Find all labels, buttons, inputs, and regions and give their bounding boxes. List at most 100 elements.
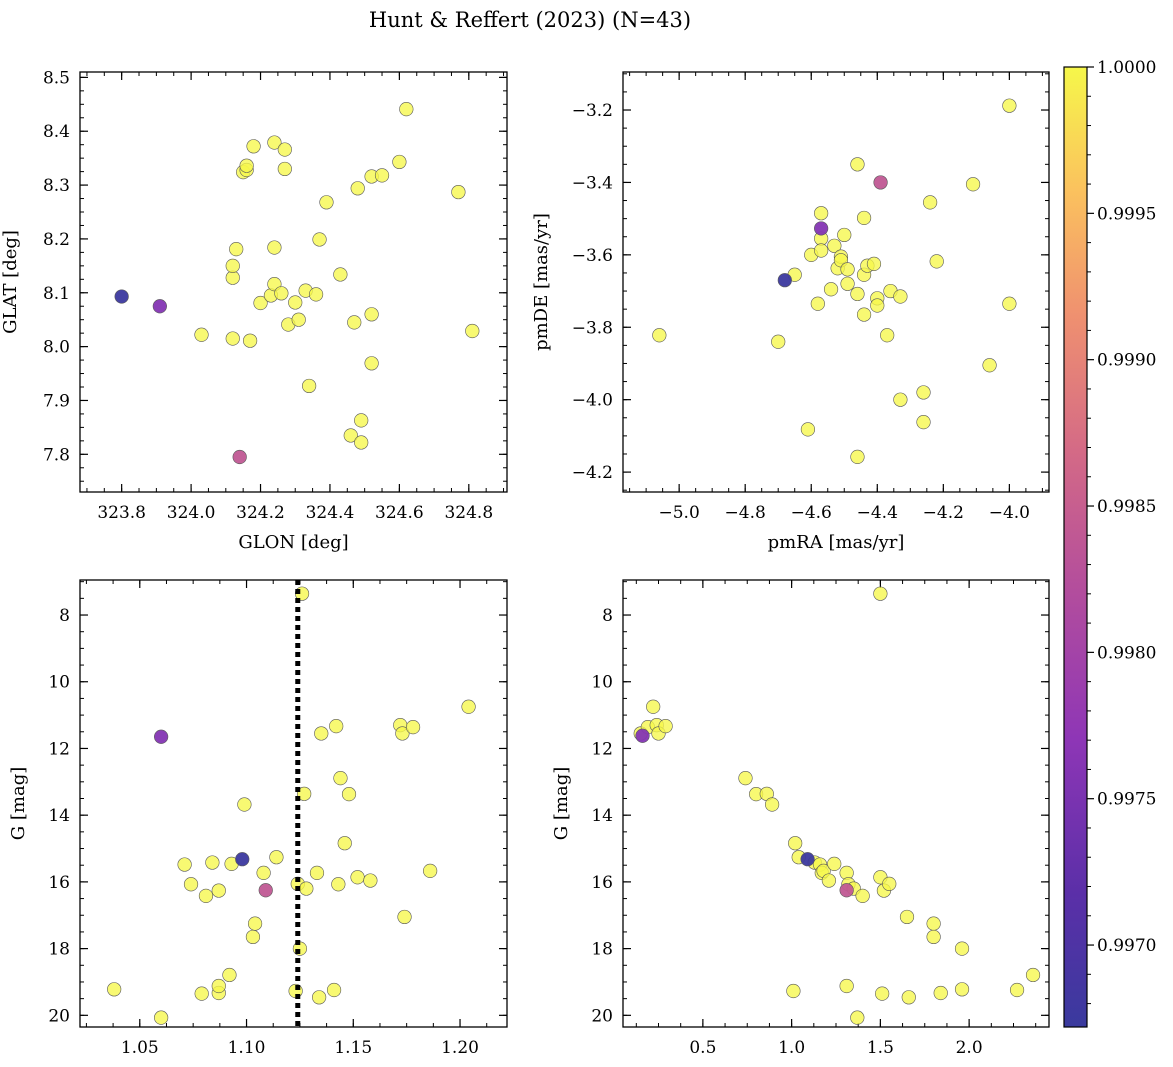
scatter-point: [350, 181, 365, 196]
scatter-point: [916, 385, 931, 400]
scatter-point: [364, 356, 379, 371]
scatter-point: [314, 726, 329, 741]
scatter-point: [341, 787, 357, 802]
y-tick-label: 10: [48, 673, 70, 693]
scatter-point: [319, 195, 334, 210]
scatter-point: [395, 726, 410, 741]
x-tick-label: 0.5: [689, 1038, 716, 1058]
scatter-point: [239, 158, 254, 173]
scatter-point: [354, 413, 369, 428]
scatter-point: [873, 586, 888, 601]
colorbar-tick-label: 0.9985: [1097, 497, 1156, 517]
scatter-point: [839, 978, 854, 994]
scatter-point: [635, 728, 650, 743]
scatter-point: [850, 157, 865, 172]
scatter-point: [800, 852, 815, 867]
scatter-point: [814, 243, 829, 258]
y-tick-label: 16: [591, 873, 613, 893]
scatter-point: [297, 786, 312, 801]
y-tick-label: 10: [591, 673, 613, 693]
colorbar: 0.9970 0.9975 0.9980 0.9985 0.9990 0.9995 1.00…: [1063, 58, 1156, 1028]
scatter-point: [237, 797, 252, 812]
scatter-points: [114, 102, 480, 465]
colorbar-tick-label: 0.9990: [1097, 351, 1156, 371]
scatter-point: [114, 289, 129, 304]
scatter-point: [856, 307, 872, 322]
scatter-point: [329, 719, 344, 734]
scatter-points: [652, 98, 1017, 464]
scatter-point: [840, 276, 855, 291]
scatter-point: [235, 852, 250, 867]
y-tick-label: 8.4: [43, 122, 70, 142]
scatter-point: [312, 990, 327, 1005]
scatter-point: [269, 850, 284, 865]
scatter-point: [277, 142, 292, 157]
scatter-point: [658, 719, 673, 734]
scatter-point: [246, 139, 261, 154]
scatter-point: [870, 298, 885, 313]
y-tick-label: −3.8: [572, 318, 613, 338]
y-tick-label: 8.5: [43, 68, 70, 88]
y-tick-label: 14: [48, 806, 70, 826]
scatter-point: [343, 428, 358, 443]
scatter-point: [821, 873, 837, 888]
scatter-point: [771, 334, 786, 349]
colorbar-tick-label: 0.9975: [1097, 790, 1156, 810]
scatter-point: [923, 195, 938, 210]
scatter-point: [1002, 296, 1017, 311]
scatter-point: [465, 323, 480, 339]
scatter-point: [222, 967, 237, 983]
y-axis-label: G [mag]: [551, 767, 572, 840]
scatter-point: [347, 315, 362, 330]
x-tick-label: −4.2: [923, 503, 964, 523]
scatter-point: [965, 177, 981, 192]
scatter-point: [800, 422, 816, 437]
x-tick-label: −4.4: [857, 503, 898, 523]
scatter-point: [194, 327, 209, 342]
scatter-point: [926, 929, 941, 945]
y-tick-label: −3.6: [572, 246, 613, 266]
colorbar-tick-label: 1.0000: [1097, 58, 1156, 78]
scatter-point: [309, 865, 325, 880]
scatter-point: [954, 941, 970, 956]
scatter-point: [866, 256, 882, 271]
scatter-point: [205, 855, 220, 870]
y-tick-label: 18: [48, 940, 70, 960]
y-tick-label: −3.2: [572, 101, 613, 121]
colorbar-tick-label: 0.9970: [1097, 936, 1156, 956]
scatter-point: [333, 771, 348, 786]
scatter-point: [326, 982, 342, 998]
scatter-point: [364, 307, 379, 322]
scatter-points: [633, 586, 1041, 1025]
scatter-point: [183, 877, 199, 892]
scatter-point: [232, 449, 247, 465]
x-tick-label: −4.6: [791, 503, 832, 523]
scatter-point: [451, 184, 466, 200]
scatter-point: [267, 135, 282, 150]
y-tick-label: 8: [59, 606, 70, 626]
scatter-point: [253, 295, 268, 311]
x-tick-label: 1.0: [778, 1038, 805, 1058]
scatter-point: [312, 232, 327, 247]
scatter-point: [154, 1010, 169, 1025]
y-axis-label: pmDE [mas/yr]: [531, 213, 552, 351]
scatter-point: [211, 883, 226, 898]
y-tick-label: 8.2: [43, 230, 70, 250]
y-tick-label: 7.9: [43, 391, 70, 411]
scatter-point: [302, 378, 317, 394]
x-tick-label: 2.0: [956, 1038, 983, 1058]
scatter-point: [875, 986, 890, 1001]
scatter-point: [814, 206, 829, 221]
colorbar-gradient: [1063, 66, 1088, 1028]
colorbar-tick-label: 0.9980: [1097, 643, 1156, 663]
scatter-point: [198, 888, 214, 904]
y-tick-label: 7.8: [43, 445, 70, 465]
x-tick-label: −5.0: [658, 503, 699, 523]
scatter-point: [929, 254, 944, 269]
y-tick-label: 20: [591, 1006, 613, 1026]
scatter-panel-glon-glat: 323.8 324.0 324.2 324.4 324.6 324.8 7.8 7.9 8.0 8…: [0, 68, 508, 553]
scatter-point: [274, 286, 289, 301]
y-tick-label: 12: [48, 739, 70, 759]
scatter-point: [225, 258, 240, 273]
x-tick-label: 1.20: [441, 1038, 479, 1058]
